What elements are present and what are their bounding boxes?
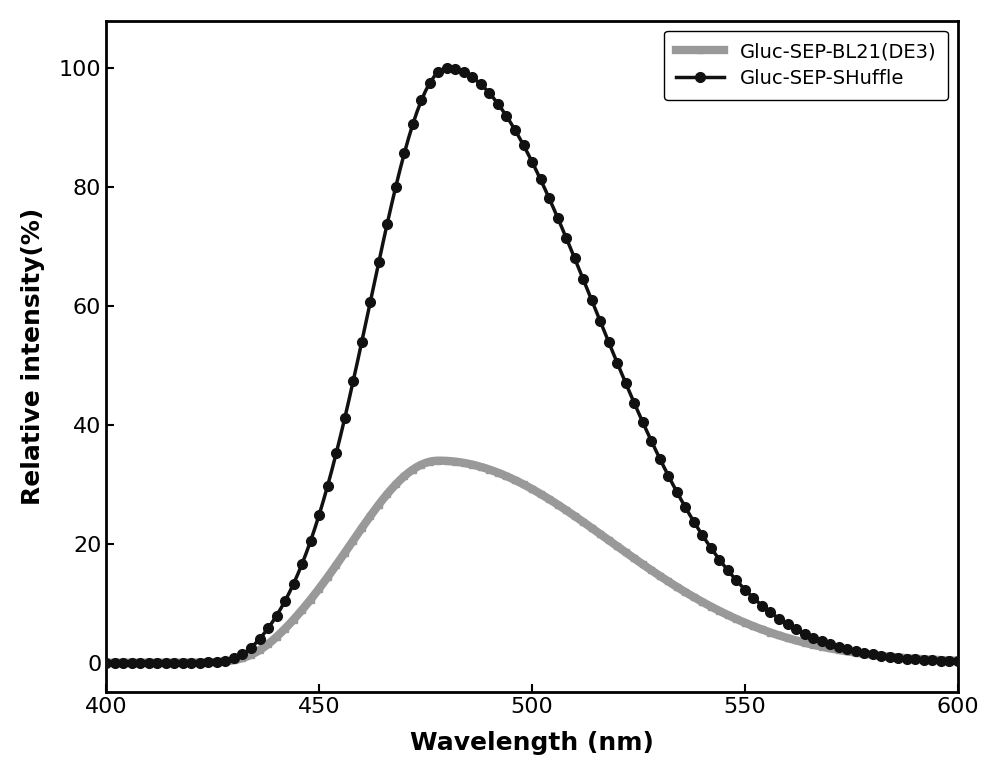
Gluc-SEP-BL21(DE3) bbox=[620, 548, 632, 557]
Gluc-SEP-SHuffle bbox=[526, 157, 538, 166]
Line: Gluc-SEP-BL21(DE3): Gluc-SEP-BL21(DE3) bbox=[103, 457, 966, 666]
Gluc-SEP-BL21(DE3) bbox=[956, 656, 968, 666]
Gluc-SEP-BL21(DE3) bbox=[526, 484, 538, 494]
Gluc-SEP-BL21(DE3) bbox=[100, 658, 112, 667]
Gluc-SEP-SHuffle bbox=[620, 379, 632, 388]
X-axis label: Wavelength (nm): Wavelength (nm) bbox=[410, 731, 654, 755]
Y-axis label: Relative intensity(%): Relative intensity(%) bbox=[21, 208, 45, 505]
Gluc-SEP-SHuffle bbox=[441, 64, 453, 73]
Gluc-SEP-SHuffle bbox=[317, 496, 329, 505]
Gluc-SEP-BL21(DE3) bbox=[432, 456, 444, 466]
Line: Gluc-SEP-SHuffle: Gluc-SEP-SHuffle bbox=[101, 64, 967, 667]
Gluc-SEP-SHuffle bbox=[552, 213, 564, 222]
Gluc-SEP-SHuffle bbox=[956, 657, 968, 667]
Gluc-SEP-BL21(DE3) bbox=[939, 656, 951, 665]
Gluc-SEP-BL21(DE3) bbox=[317, 578, 329, 587]
Gluc-SEP-BL21(DE3) bbox=[811, 641, 823, 650]
Gluc-SEP-SHuffle bbox=[939, 656, 951, 666]
Gluc-SEP-BL21(DE3) bbox=[552, 500, 564, 509]
Gluc-SEP-SHuffle bbox=[811, 635, 823, 644]
Legend: Gluc-SEP-BL21(DE3), Gluc-SEP-SHuffle: Gluc-SEP-BL21(DE3), Gluc-SEP-SHuffle bbox=[664, 30, 948, 99]
Gluc-SEP-SHuffle bbox=[100, 658, 112, 667]
